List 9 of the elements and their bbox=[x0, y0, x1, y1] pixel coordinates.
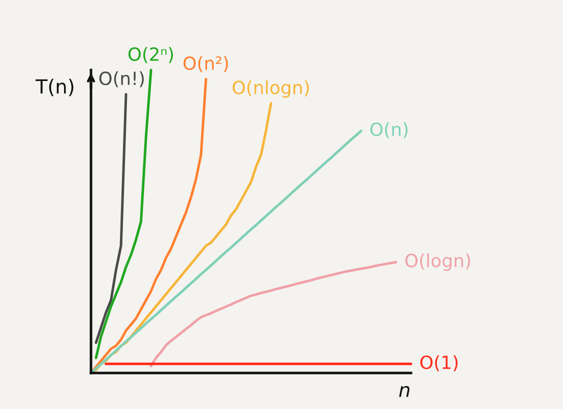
series-label: O(1) bbox=[420, 355, 458, 372]
series-label: O(logn) bbox=[405, 253, 470, 271]
series-label: O(nlogn) bbox=[232, 80, 309, 98]
series-label: O(2ⁿ) bbox=[128, 46, 173, 64]
series-label: O(n!) bbox=[99, 71, 144, 88]
x-axis-title: n bbox=[399, 386, 410, 397]
series-label: O(n) bbox=[370, 122, 408, 138]
series-label: O(n²) bbox=[184, 56, 228, 72]
y-axis-title: T(n) bbox=[36, 78, 74, 96]
